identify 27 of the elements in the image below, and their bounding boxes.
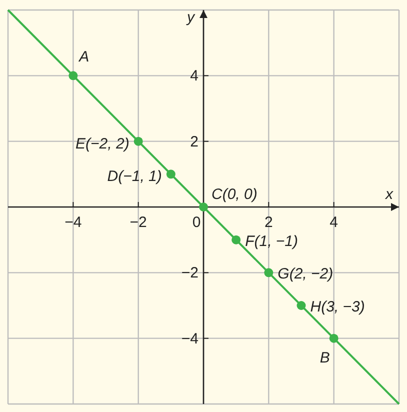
point <box>296 301 306 310</box>
annotation: A <box>78 48 90 66</box>
annotation: F(1, −1) <box>245 232 298 250</box>
x-tick-label: −2 <box>130 214 147 231</box>
x-tick-label: 4 <box>330 214 338 231</box>
x-tick-label: 0 <box>192 214 201 231</box>
y-tick-label: 2 <box>190 133 198 150</box>
annotation: H(3, −3) <box>310 298 365 316</box>
annotation: D(−1, 1) <box>107 168 162 186</box>
point <box>264 268 274 278</box>
point <box>134 136 143 146</box>
annotation: G(2, −2) <box>278 266 334 283</box>
y-tick-label: −4 <box>181 330 198 348</box>
y-axis-title: y <box>186 9 196 26</box>
annotation: E(−2, 2) <box>76 135 130 152</box>
x-tick-label: 2 <box>264 214 273 231</box>
point <box>232 235 241 244</box>
x-axis-title: x <box>384 186 394 203</box>
point <box>68 71 78 80</box>
point <box>199 202 208 212</box>
annotation: B <box>320 349 330 366</box>
annotation: C(0, 0) <box>212 186 258 203</box>
point <box>329 334 338 343</box>
x-tick-label: −4 <box>64 214 82 231</box>
y-tick-label: 4 <box>190 68 198 85</box>
point <box>166 170 176 179</box>
y-tick-label: −2 <box>181 264 198 282</box>
